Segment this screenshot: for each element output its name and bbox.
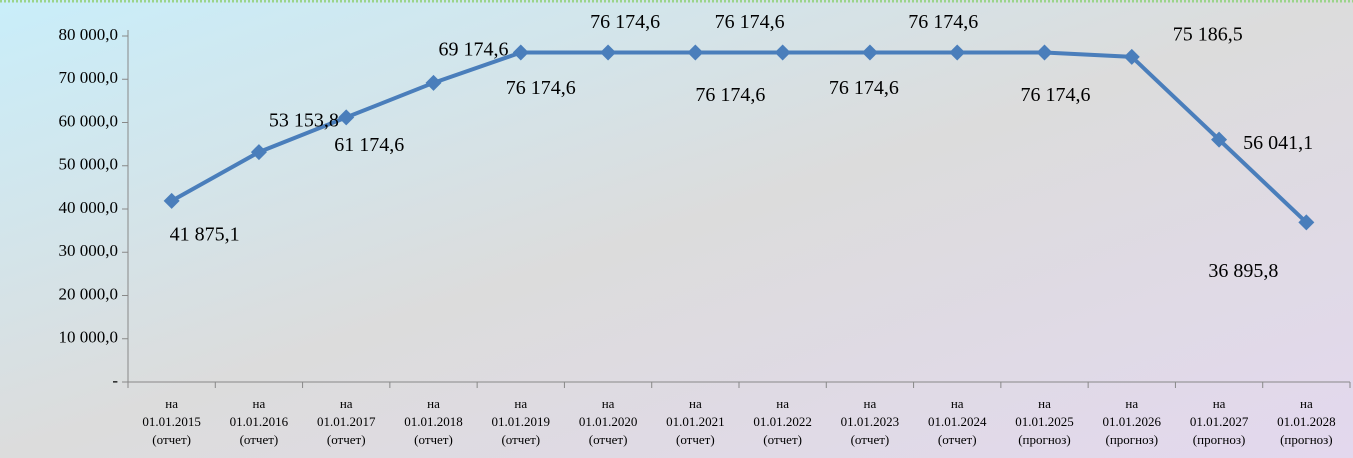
x-tick-label: на 01.01.2023 (отчет) <box>841 396 900 447</box>
data-label: 76 174,6 <box>695 84 765 106</box>
data-label: 56 041,1 <box>1243 132 1313 154</box>
data-label: 53 153,8 <box>269 110 339 132</box>
y-tick-label: 20 000,0 <box>59 284 119 303</box>
marker <box>1211 131 1228 148</box>
y-tick-label: 80 000,0 <box>59 25 119 44</box>
y-tick-label: 10 000,0 <box>59 328 119 347</box>
data-label: 76 174,6 <box>506 77 576 99</box>
y-tick-label: 60 000,0 <box>59 111 119 130</box>
data-label: 76 174,6 <box>590 11 660 33</box>
x-tick-label: на 01.01.2027 (прогноз) <box>1190 396 1249 447</box>
marker <box>1298 214 1315 231</box>
marker <box>512 44 529 61</box>
marker <box>163 192 180 209</box>
marker <box>1036 44 1053 61</box>
x-tick-label: на 01.01.2019 (отчет) <box>492 396 551 447</box>
marker <box>774 44 791 61</box>
x-tick-label: на 01.01.2026 (прогноз) <box>1103 396 1162 447</box>
data-label: 76 174,6 <box>1021 84 1091 106</box>
data-label: 76 174,6 <box>908 11 978 33</box>
marker <box>250 144 267 161</box>
x-tick-label: на 01.01.2022 (отчет) <box>753 396 812 447</box>
marker <box>687 44 704 61</box>
data-label: 76 174,6 <box>715 11 785 33</box>
y-tick-label: 50 000,0 <box>59 155 119 174</box>
data-label: 36 895,8 <box>1208 260 1278 282</box>
data-label: 75 186,5 <box>1173 23 1243 45</box>
x-tick-label: на 01.01.2021 (отчет) <box>666 396 725 447</box>
data-label: 76 174,6 <box>829 77 899 99</box>
x-tick-label: на 01.01.2020 (отчет) <box>579 396 638 447</box>
x-tick-label: на 01.01.2015 (отчет) <box>142 396 201 447</box>
marker <box>1123 48 1140 65</box>
line <box>170 50 1308 224</box>
data-label: 61 174,6 <box>334 134 404 156</box>
x-tick-label: на 01.01.2024 (отчет) <box>928 396 987 447</box>
y-tick-label: 30 000,0 <box>59 241 119 260</box>
x-tick-label: на 01.01.2017 (отчет) <box>317 396 376 447</box>
y-tick-label: - <box>112 371 118 390</box>
marker <box>861 44 878 61</box>
x-tick-label: на 01.01.2025 (прогноз) <box>1015 396 1074 447</box>
marker <box>949 44 966 61</box>
marker <box>338 109 355 126</box>
marker <box>600 44 617 61</box>
marker <box>425 74 442 91</box>
y-tick-label: 40 000,0 <box>59 198 119 217</box>
data-label: 69 174,6 <box>439 38 509 60</box>
x-tick-label: на 01.01.2018 (отчет) <box>404 396 463 447</box>
y-tick-label: 70 000,0 <box>59 68 119 87</box>
data-label: 41 875,1 <box>170 223 240 245</box>
x-tick-label: на 01.01.2016 (отчет) <box>230 396 289 447</box>
x-tick-label: на 01.01.2028 (прогноз) <box>1277 396 1336 447</box>
